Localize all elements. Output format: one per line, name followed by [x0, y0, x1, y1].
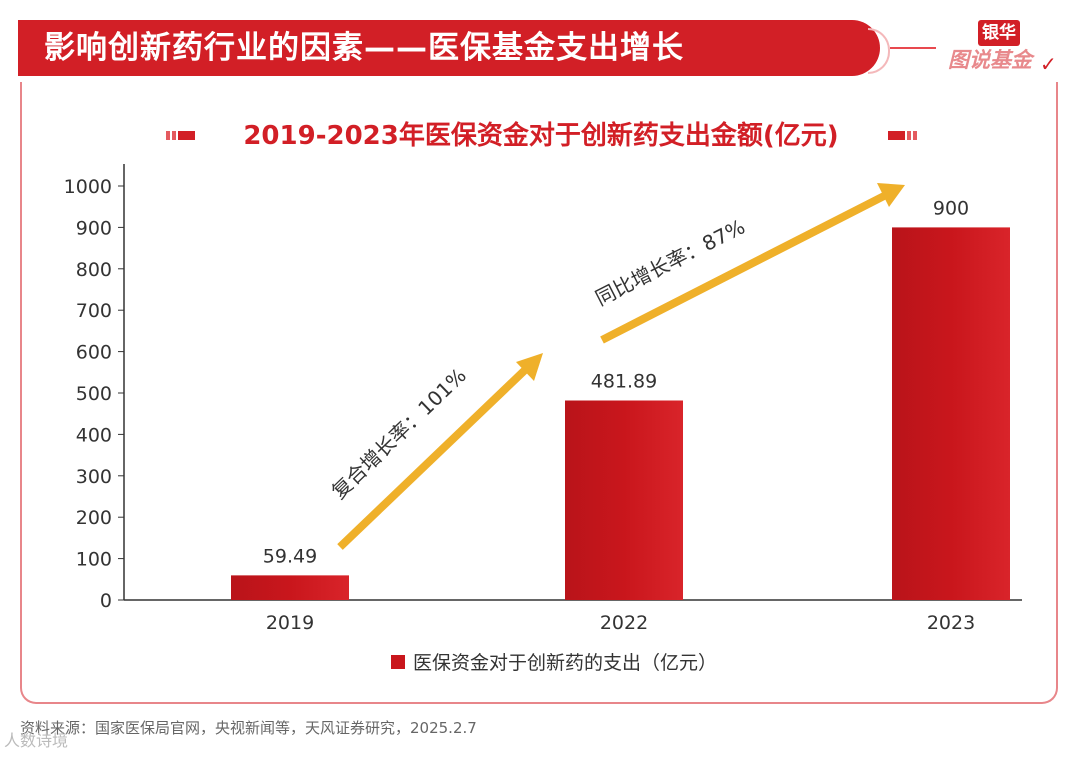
chart-title: 2019-2023年医保资金对于创新药支出金额(亿元): [243, 120, 838, 151]
cagr-annotation: 复合增长率：101%: [327, 363, 471, 503]
y-tick-label-1000: 1000: [64, 176, 112, 198]
y-tick-label-900: 900: [76, 217, 112, 239]
y-tick-label-200: 200: [76, 507, 112, 529]
checkmark-icon: ✓: [1040, 52, 1057, 76]
x-tick-label-2023: 2023: [927, 612, 975, 634]
watermark: 人数诗境: [4, 731, 69, 750]
bar-2022: [565, 400, 683, 600]
x-tick-label-2019: 2019: [266, 612, 314, 634]
y-tick-label-300: 300: [76, 466, 112, 488]
header-bar: 影响创新药行业的因素——医保基金支出增长: [18, 20, 880, 76]
brand-logo-top: 银华: [978, 20, 1020, 46]
chart-title-left-decoration: [166, 131, 195, 140]
data-label-2022: 481.89: [591, 370, 657, 392]
y-tick-label-600: 600: [76, 342, 112, 364]
y-tick-label-100: 100: [76, 549, 112, 571]
page-title: 影响创新药行业的因素——医保基金支出增长: [44, 30, 684, 66]
y-tick-label-400: 400: [76, 424, 112, 446]
header-line-decoration: [890, 47, 936, 49]
data-label-2019: 59.49: [263, 545, 317, 567]
bar-2023: [892, 227, 1010, 600]
y-tick-label-800: 800: [76, 259, 112, 281]
y-tick-label-500: 500: [76, 383, 112, 405]
cagr-arrow: [337, 353, 543, 550]
y-tick-label-700: 700: [76, 300, 112, 322]
yoy-annotation: 同比增长率：87%: [591, 214, 748, 310]
legend-label: 医保资金对于创新药的支出（亿元）: [413, 652, 717, 674]
yoy-arrow: [600, 183, 905, 344]
brand-logo-bottom: 图说基金: [948, 48, 1032, 72]
legend-swatch: [391, 655, 405, 669]
data-label-2023: 900: [933, 197, 969, 219]
source-note: 资料来源：国家医保局官网，央视新闻等，天风证券研究，2025.2.7: [20, 719, 477, 737]
chart-title-right-decoration: [888, 131, 917, 140]
bar-2019: [231, 575, 349, 600]
y-tick-label-0: 0: [100, 590, 112, 612]
x-tick-label-2022: 2022: [600, 612, 648, 634]
